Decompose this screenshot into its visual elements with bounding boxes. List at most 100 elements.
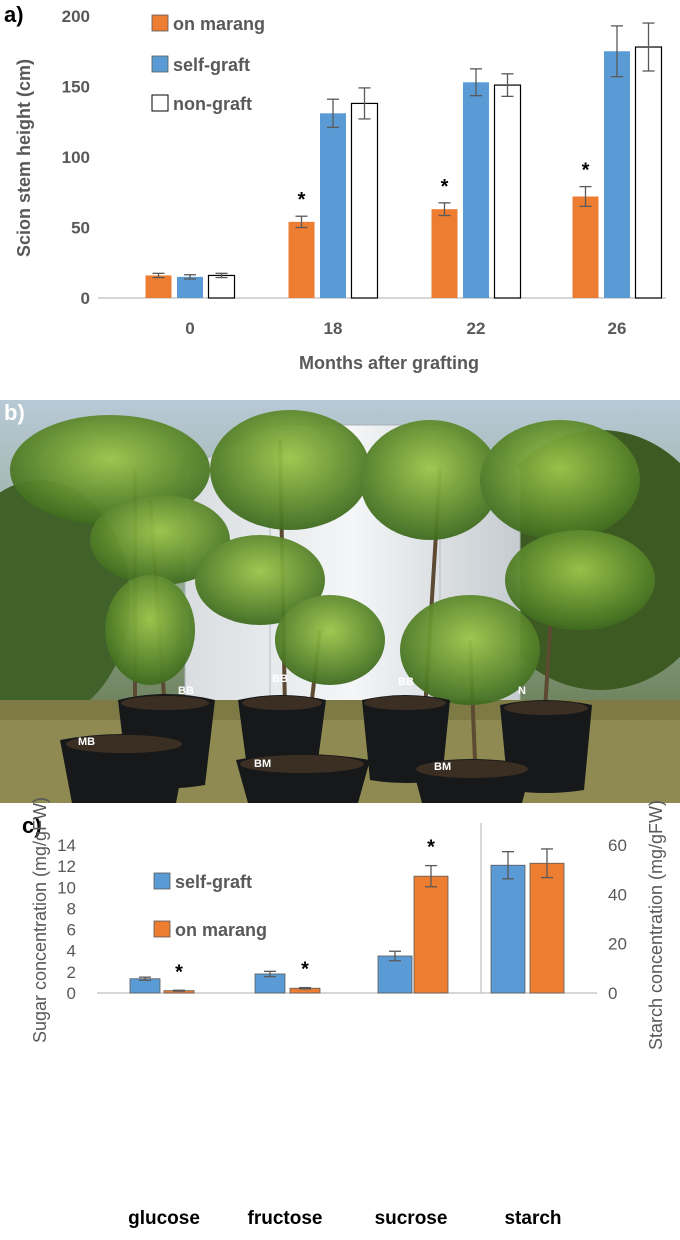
y-tick-label: 0 (81, 289, 90, 308)
legend-label-on-marang: on marang (175, 920, 267, 940)
plant-label: MB (78, 736, 95, 748)
error-bar (327, 98, 339, 129)
y-tick-label: 100 (62, 148, 90, 167)
significance-marker: * (175, 961, 183, 983)
error-bar (299, 986, 311, 990)
y-tick-label: 10 (57, 878, 76, 897)
legend-label-on-marang: on marang (173, 14, 265, 34)
x-tick-label: 0 (185, 319, 194, 338)
panel-c: c) 0 2 4 6 8 10 12 14 0 20 40 60 * * * glucose fructo… (22, 797, 666, 1229)
x-tick-label: 18 (324, 319, 343, 338)
y-tick-label: 200 (62, 7, 90, 26)
photo-soil (66, 696, 588, 778)
panel-c-x-ticks: glucose fructose sucrose starch (128, 1208, 561, 1229)
photo-plant-labels: MB BB BB BM BB BM N (78, 673, 526, 773)
x-tick-label: sucrose (375, 1208, 448, 1229)
bar-self-graft-sucrose (377, 955, 413, 994)
bar-on-marang-22 (431, 209, 458, 298)
panel-c-label: c) (22, 813, 42, 838)
plant-label: BM (254, 758, 271, 770)
bar-non-graft-22 (493, 84, 522, 299)
legend-label-self-graft: self-graft (173, 55, 250, 75)
y-tick-label: 4 (67, 942, 76, 961)
legend-swatch-non-graft (151, 94, 169, 112)
x-tick-label: glucose (128, 1208, 200, 1229)
significance-marker: * (427, 837, 435, 859)
bar-self-graft-18 (320, 113, 346, 298)
plant-label: BB (398, 676, 414, 688)
y-tick-label-right: 40 (608, 885, 627, 904)
panel-a-y-axis-title: Scion stem height (cm) (14, 59, 34, 257)
plant-label: N (518, 685, 526, 697)
bar-on-marang-starch (529, 862, 565, 994)
plant-label: BB (272, 673, 288, 685)
error-bar (438, 202, 451, 217)
panel-c-y-ticks-right: 0 20 40 60 (608, 836, 627, 1003)
bar-non-graft-26 (634, 46, 663, 299)
bar-non-graft-0 (207, 274, 236, 299)
panel-c-y-ticks-left: 0 2 4 6 8 10 12 14 (57, 836, 76, 1003)
bar-self-graft-22 (463, 82, 489, 299)
bar-self-graft-0 (177, 276, 203, 298)
significance-marker: * (301, 959, 309, 981)
y-tick-label: 8 (67, 899, 76, 918)
error-bar (611, 25, 623, 78)
bar-non-graft-18 (350, 102, 379, 299)
error-bar (184, 274, 196, 280)
error-bar (295, 215, 308, 229)
y-tick-label-right: 20 (608, 935, 627, 954)
panel-c-bars: * * * (129, 837, 565, 994)
legend-swatch-self-graft (153, 872, 171, 890)
panel-a-legend: on marang self-graft non-graft (151, 14, 265, 114)
y-tick-label: 150 (62, 78, 90, 97)
panel-a-x-axis-title: Months after grafting (299, 353, 479, 373)
error-bar (579, 185, 592, 208)
bar-self-graft-starch (490, 864, 526, 994)
photo-foliage (10, 410, 655, 705)
panel-b-label: b) (4, 400, 25, 425)
y-tick-label: 0 (67, 984, 76, 1003)
y-tick-label: 14 (57, 836, 76, 855)
plant-label: BM (434, 761, 451, 773)
y-tick-label: 2 (67, 963, 76, 982)
y-tick-label: 12 (57, 857, 76, 876)
legend-label-non-graft: non-graft (173, 94, 252, 114)
legend-swatch-on-marang (153, 920, 171, 938)
error-bar (501, 73, 514, 98)
panel-c-y-axis-title-right: Starch concentration (mg/gFW) (646, 800, 666, 1050)
y-tick-label: 50 (71, 219, 90, 238)
error-bar (642, 22, 655, 72)
error-bar (264, 970, 276, 978)
significance-marker: * (441, 176, 449, 198)
significance-marker: * (298, 189, 306, 211)
panel-c-legend: self-graft on marang (153, 872, 267, 940)
legend-label-self-graft: self-graft (175, 872, 252, 892)
y-tick-label-right: 60 (608, 836, 627, 855)
bar-self-graft-26 (604, 51, 630, 298)
panel-a-x-ticks: 0 18 22 26 (185, 319, 626, 338)
x-tick-label: 26 (608, 319, 627, 338)
bar-on-marang-18 (288, 221, 315, 298)
y-tick-label-right: 0 (608, 984, 617, 1003)
error-bar (502, 851, 514, 880)
panel-c-y-axis-title-left: Sugar concentration (mg/gFW) (30, 797, 50, 1043)
bar-on-marang-0 (145, 275, 172, 298)
panel-a-bars: * * * (145, 22, 663, 299)
error-bar (470, 68, 482, 97)
panel-a-y-ticks: 0 50 100 150 200 (62, 7, 90, 308)
bar-on-marang-26 (572, 196, 599, 298)
x-tick-label: fructose (248, 1208, 323, 1229)
legend-swatch-on-marang (151, 14, 169, 32)
y-tick-label: 6 (67, 921, 76, 940)
error-bar (358, 87, 371, 120)
x-tick-label: starch (504, 1208, 561, 1229)
significance-marker: * (582, 160, 590, 182)
panel-a-label: a) (4, 2, 24, 27)
error-bar (139, 976, 151, 981)
plant-label: BB (178, 685, 194, 697)
panel-b-photo: MB BB BB BM BB BM N (0, 400, 680, 803)
error-bar (152, 272, 165, 279)
error-bar (425, 864, 437, 888)
error-bar (215, 272, 228, 279)
